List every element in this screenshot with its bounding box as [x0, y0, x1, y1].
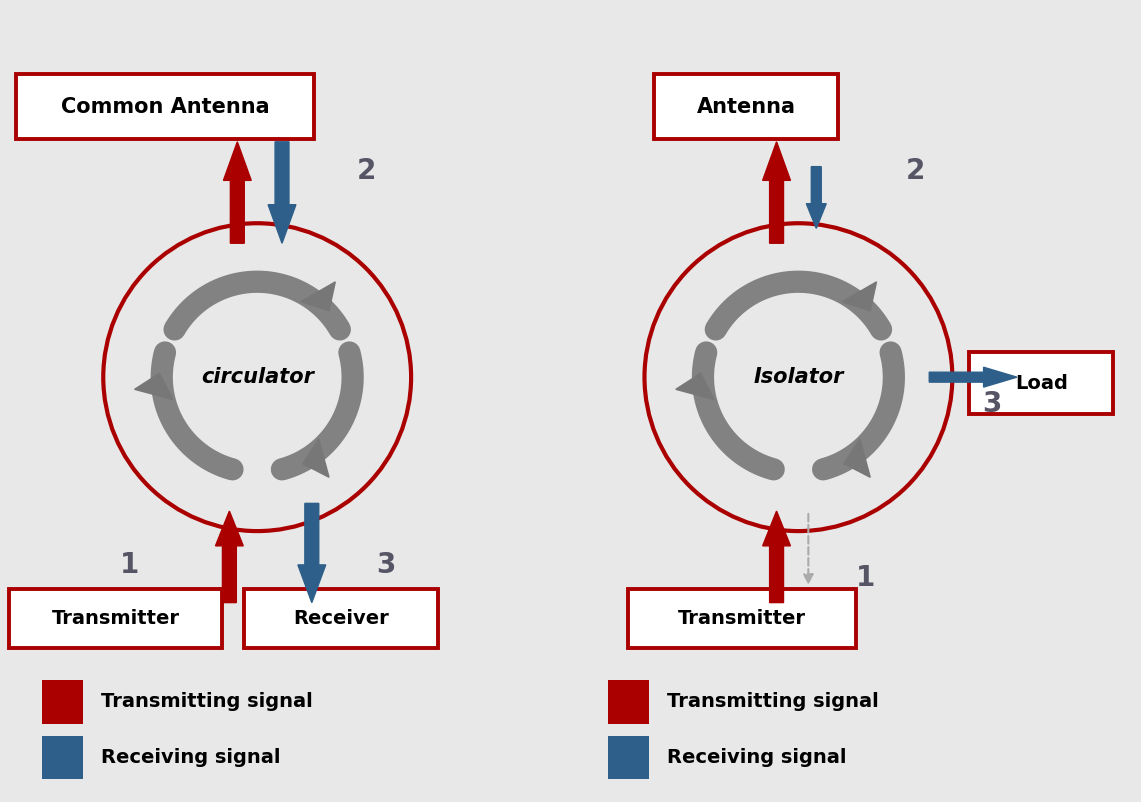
- FancyBboxPatch shape: [655, 75, 839, 139]
- FancyBboxPatch shape: [608, 735, 649, 780]
- Text: 2: 2: [356, 156, 375, 184]
- Text: Transmitter: Transmitter: [678, 609, 806, 628]
- Text: Receiving signal: Receiving signal: [667, 748, 847, 767]
- FancyArrow shape: [844, 439, 871, 477]
- FancyArrow shape: [135, 374, 173, 399]
- FancyArrow shape: [224, 142, 251, 243]
- Text: Receiver: Receiver: [293, 609, 389, 628]
- FancyBboxPatch shape: [969, 352, 1114, 414]
- Text: Transmitting signal: Transmitting signal: [667, 692, 879, 711]
- Text: circulator: circulator: [201, 367, 314, 387]
- FancyArrow shape: [762, 511, 791, 602]
- Text: Isolator: Isolator: [753, 367, 843, 387]
- Text: 1: 1: [120, 551, 139, 579]
- FancyArrow shape: [762, 142, 791, 243]
- FancyBboxPatch shape: [16, 75, 314, 139]
- FancyArrow shape: [929, 367, 1017, 387]
- FancyArrow shape: [301, 282, 335, 310]
- Text: Load: Load: [1014, 374, 1068, 393]
- FancyArrow shape: [268, 142, 296, 243]
- FancyArrow shape: [807, 167, 826, 229]
- FancyBboxPatch shape: [244, 589, 438, 648]
- Text: Common Antenna: Common Antenna: [60, 96, 269, 116]
- FancyBboxPatch shape: [9, 589, 222, 648]
- Text: 3: 3: [377, 551, 396, 579]
- FancyBboxPatch shape: [608, 680, 649, 723]
- Text: 3: 3: [982, 390, 1002, 418]
- Text: Transmitting signal: Transmitting signal: [102, 692, 313, 711]
- FancyArrow shape: [216, 511, 243, 602]
- Text: 1: 1: [856, 564, 875, 592]
- FancyBboxPatch shape: [42, 680, 83, 723]
- FancyArrow shape: [842, 282, 876, 310]
- Text: Transmitter: Transmitter: [51, 609, 179, 628]
- Text: 2: 2: [906, 156, 925, 184]
- Text: Receiving signal: Receiving signal: [102, 748, 281, 767]
- FancyArrow shape: [298, 504, 325, 602]
- FancyBboxPatch shape: [628, 589, 856, 648]
- Text: Antenna: Antenna: [697, 96, 795, 116]
- FancyArrow shape: [302, 439, 329, 477]
- FancyBboxPatch shape: [42, 735, 83, 780]
- FancyArrow shape: [675, 374, 714, 399]
